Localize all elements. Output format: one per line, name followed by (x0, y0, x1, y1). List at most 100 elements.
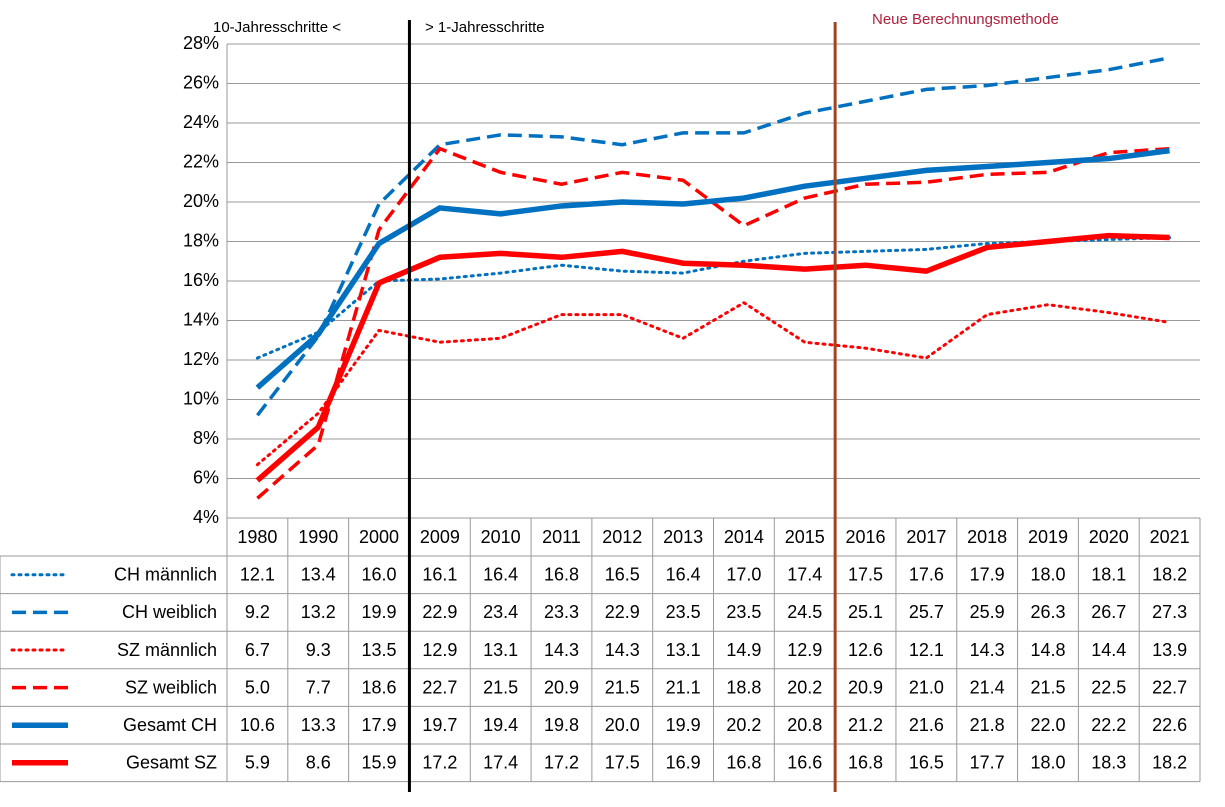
x-tick-label: 2011 (542, 527, 581, 547)
table-cell: 12.9 (422, 640, 457, 660)
y-tick-label: 18% (183, 230, 219, 250)
x-tick-label: 1980 (237, 527, 277, 547)
legend-label: SZ weiblich (125, 677, 217, 697)
table-cell: 21.5 (483, 677, 518, 697)
table-cell: 22.6 (1152, 715, 1187, 735)
table-cell: 19.4 (483, 715, 518, 735)
table-cell: 16.5 (605, 565, 640, 585)
table-cell: 21.2 (848, 715, 883, 735)
y-tick-label: 26% (183, 72, 219, 92)
series-line (255, 301, 1172, 467)
table-cell: 18.1 (1091, 565, 1126, 585)
legend-label: SZ männlich (117, 640, 217, 660)
x-tick-label: 2013 (663, 527, 703, 547)
table-cell: 26.7 (1091, 602, 1126, 622)
table-cell: 9.3 (306, 640, 331, 660)
table-cell: 16.8 (726, 753, 761, 773)
table-cell: 21.8 (970, 715, 1005, 735)
annotation: Neue Berechnungsmethode (872, 11, 1059, 28)
table-cell: 22.9 (605, 602, 640, 622)
table-cell: 26.3 (1030, 602, 1065, 622)
table-cell: 20.9 (848, 677, 883, 697)
table-cell: 14.3 (605, 640, 640, 660)
table-cell: 23.5 (726, 602, 761, 622)
legend-label: Gesamt CH (123, 715, 217, 735)
table-cell: 13.4 (301, 565, 336, 585)
table-cell: 16.8 (544, 565, 579, 585)
table-cell: 21.4 (970, 677, 1005, 697)
legend-label: CH weiblich (122, 602, 217, 622)
x-tick-label: 2020 (1089, 527, 1129, 547)
table-cell: 22.9 (422, 602, 457, 622)
table-cell: 16.1 (422, 565, 457, 585)
table-cell: 25.7 (909, 602, 944, 622)
series-line (256, 56, 1170, 417)
annotation: 10-Jahresschritte < (213, 19, 341, 36)
table-cell: 20.2 (787, 677, 822, 697)
y-tick-label: 6% (193, 467, 219, 487)
legend-label: Gesamt SZ (126, 753, 217, 773)
table-cell: 16.0 (362, 565, 397, 585)
table-cell: 14.3 (970, 640, 1005, 660)
table-cell: 17.5 (605, 753, 640, 773)
table-cell: 18.2 (1152, 753, 1187, 773)
table-cell: 10.6 (240, 715, 275, 735)
table-cell: 13.1 (483, 640, 518, 660)
x-tick-label: 2014 (724, 527, 764, 547)
annotation: > 1-Jahresschritte (425, 19, 545, 36)
table-cell: 20.9 (544, 677, 579, 697)
table-cell: 16.9 (666, 753, 701, 773)
table-cell: 17.7 (970, 753, 1005, 773)
table-cell: 8.6 (306, 753, 331, 773)
table-cell: 17.4 (787, 565, 822, 585)
table-cell: 12.1 (240, 565, 275, 585)
table-cell: 16.4 (666, 565, 701, 585)
table-cell: 23.5 (666, 602, 701, 622)
table-cell: 18.6 (362, 677, 397, 697)
y-tick-label: 12% (183, 349, 219, 369)
table-cell: 12.6 (848, 640, 883, 660)
table-cell: 17.2 (422, 753, 457, 773)
table-cell: 14.9 (726, 640, 761, 660)
y-tick-label: 14% (183, 309, 219, 329)
table-cell: 21.0 (909, 677, 944, 697)
y-tick-label: 4% (193, 507, 219, 527)
table-cell: 22.2 (1091, 715, 1126, 735)
table-cell: 13.2 (301, 602, 336, 622)
table-cell: 18.2 (1152, 565, 1187, 585)
table-cell: 23.3 (544, 602, 579, 622)
table-cell: 5.0 (245, 677, 270, 697)
legend-label: CH männlich (114, 565, 217, 585)
table-cell: 7.7 (306, 677, 331, 697)
y-tick-label: 20% (183, 191, 219, 211)
x-tick-label: 2015 (785, 527, 825, 547)
table-cell: 18.0 (1030, 753, 1065, 773)
series-line (255, 236, 1172, 360)
table-cell: 18.3 (1091, 753, 1126, 773)
table-cell: 22.5 (1091, 677, 1126, 697)
x-tick-label: 2017 (906, 527, 946, 547)
x-tick-label: 2019 (1028, 527, 1068, 547)
x-tick-label: 2018 (967, 527, 1007, 547)
table-cell: 19.7 (422, 715, 457, 735)
table-cell: 6.7 (245, 640, 270, 660)
table-cell: 17.5 (848, 565, 883, 585)
table-cell: 22.7 (422, 677, 457, 697)
table-cell: 13.1 (666, 640, 701, 660)
table-cell: 20.0 (605, 715, 640, 735)
table-cell: 5.9 (245, 753, 270, 773)
table-cell: 13.9 (1152, 640, 1187, 660)
table-cell: 16.5 (909, 753, 944, 773)
y-tick-label: 28% (183, 33, 219, 53)
x-tick-label: 2012 (602, 527, 642, 547)
table-cell: 19.9 (666, 715, 701, 735)
table-cell: 15.9 (362, 753, 397, 773)
table-cell: 17.4 (483, 753, 518, 773)
table-cell: 23.4 (483, 602, 518, 622)
x-tick-label: 2021 (1150, 527, 1190, 547)
table-cell: 20.8 (787, 715, 822, 735)
table-cell: 13.5 (362, 640, 397, 660)
table-cell: 16.8 (848, 753, 883, 773)
table-cell: 21.5 (1030, 677, 1065, 697)
